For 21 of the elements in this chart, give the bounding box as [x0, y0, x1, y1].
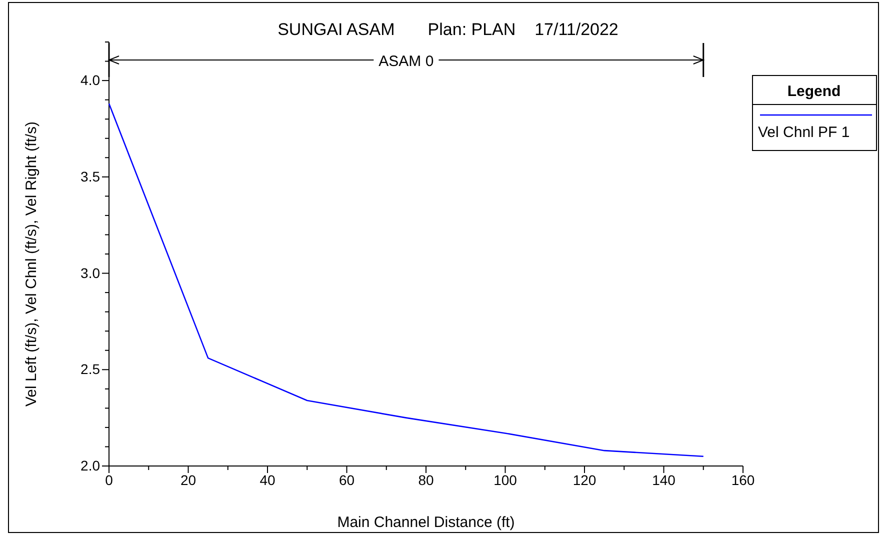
y-tick-label: 3.0	[80, 264, 100, 281]
y-axis-title: Vel Left (ft/s), Vel Chnl (ft/s), Vel Right (ft/s)	[23, 121, 40, 407]
x-tick-label: 100	[494, 472, 518, 488]
x-axis-title: Main Channel Distance (ft)	[337, 514, 515, 531]
x-tick-label: 140	[652, 472, 676, 488]
x-tick-label: 0	[105, 472, 114, 488]
x-tick-label: 120	[572, 472, 596, 488]
chart-title: SUNGAI ASAM Plan: PLAN 17/11/2022	[278, 20, 618, 39]
y-tick-label: 4.0	[80, 72, 100, 88]
x-tick-label: 40	[260, 472, 276, 488]
line-series	[108, 103, 704, 458]
x-tick-label: 80	[418, 472, 434, 488]
annotation: ASAM 0	[378, 53, 434, 70]
y-tick-label: 2.0	[80, 457, 100, 474]
y-tick-label: 2.5	[80, 361, 100, 378]
x-tick-label: 160	[731, 472, 755, 488]
text: Vel Chnl PF 1	[758, 124, 850, 141]
y-tick-label: 3.5	[80, 168, 100, 184]
x-tick-label: 60	[338, 472, 355, 488]
legend-title: Legend	[787, 83, 841, 100]
x-tick-label: 20	[180, 472, 196, 488]
